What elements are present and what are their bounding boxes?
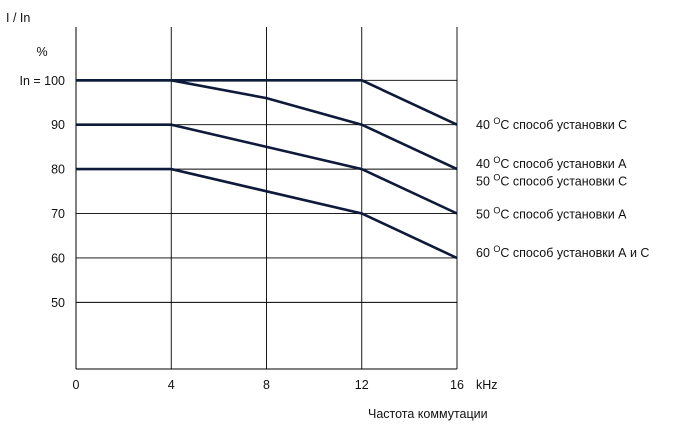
labels: I / In % kHz Частота коммутации In = 100… — [6, 11, 649, 421]
grid — [75, 27, 458, 370]
series-lines — [76, 79, 458, 260]
x-unit-label: kHz — [476, 378, 498, 392]
series-annotation: 40 OC способ установки А — [476, 155, 627, 171]
series-annotation: 60 OC способ установки А и С — [476, 244, 649, 260]
y-tick-label: 70 — [51, 207, 65, 221]
x-tick-label: 8 — [263, 378, 270, 392]
y-tick-label: 60 — [51, 251, 65, 265]
x-axis-title: Частота коммутации — [368, 407, 488, 421]
series-line-4 — [76, 167, 458, 260]
x-tick-label: 4 — [168, 378, 175, 392]
series-line-3 — [76, 123, 458, 215]
series-annotation: 40 OC способ установки С — [476, 116, 627, 132]
x-tick-label: 12 — [355, 378, 369, 392]
series-line-2 — [76, 79, 458, 171]
y-tick-label: In = 100 — [19, 74, 65, 88]
x-tick-label: 16 — [450, 378, 464, 392]
y-unit-label: % — [36, 45, 47, 59]
y-tick-label: 80 — [51, 163, 65, 177]
y-tick-label: 50 — [51, 296, 65, 310]
y-tick-label: 90 — [51, 118, 65, 132]
series-annotation: 50 OC способ установки С — [476, 173, 627, 189]
series-annotation: 50 OC способ установки А — [476, 205, 627, 221]
x-tick-label: 0 — [73, 378, 80, 392]
y-axis-title: I / In — [6, 11, 30, 25]
